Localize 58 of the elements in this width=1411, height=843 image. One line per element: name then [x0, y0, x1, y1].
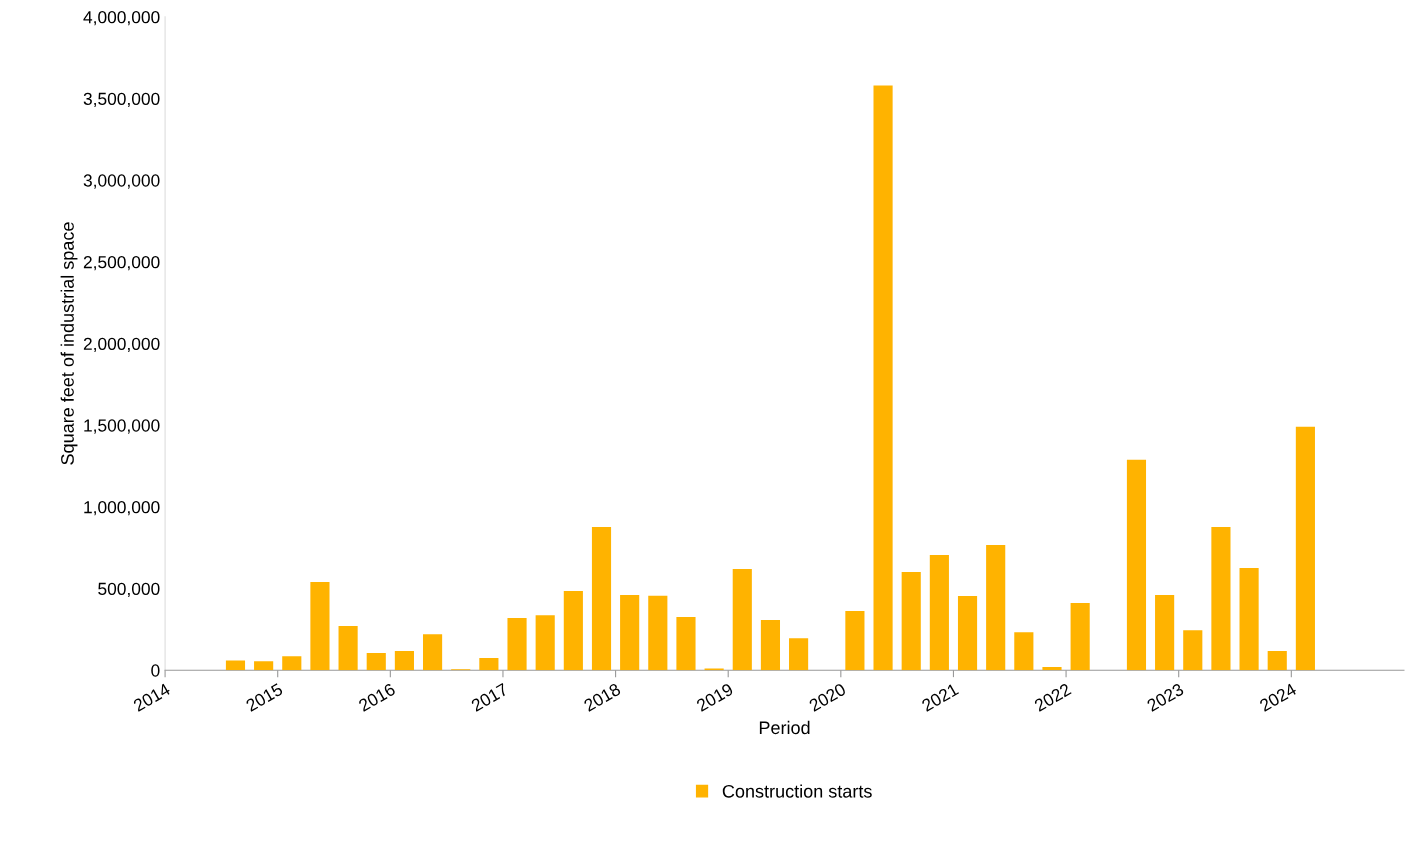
x-tick-label: 2019 — [695, 682, 734, 712]
x-tick-label: 2023 — [1146, 682, 1185, 712]
bar — [422, 634, 443, 671]
bar — [1042, 666, 1062, 671]
x-tick-label: 2017 — [470, 682, 509, 712]
bar — [789, 638, 809, 671]
bar — [986, 544, 1006, 671]
bar — [1267, 651, 1287, 671]
y-tick-label: 0 — [151, 664, 160, 677]
bar — [1239, 567, 1259, 671]
y-tick-label: 500,000 — [98, 582, 160, 598]
bar — [1126, 459, 1147, 671]
x-axis-title: Period — [759, 720, 810, 735]
x-tick-label: 2014 — [132, 682, 172, 712]
bar — [366, 653, 386, 671]
y-tick-label: 1,500,000 — [84, 419, 160, 434]
bar — [929, 555, 949, 671]
bar — [732, 568, 752, 671]
bar — [1155, 595, 1175, 671]
bar — [535, 615, 555, 671]
y-tick-label: 2,500,000 — [83, 256, 160, 271]
bar — [282, 656, 302, 671]
bar — [648, 595, 668, 671]
bar — [507, 617, 527, 671]
x-tick-label: 2024 — [1258, 682, 1298, 712]
bar — [873, 85, 893, 671]
bar — [1211, 526, 1231, 671]
bar — [254, 661, 274, 671]
bar — [1183, 630, 1203, 671]
x-tick-label: 2020 — [808, 682, 847, 712]
y-axis-title: Square feet of industrial space — [60, 222, 78, 465]
bar — [563, 590, 583, 671]
bar — [845, 611, 865, 671]
bar — [591, 526, 612, 671]
bar — [394, 651, 414, 671]
bar — [1070, 603, 1090, 671]
bar — [338, 626, 358, 671]
x-tick-label: 2021 — [920, 682, 960, 712]
bar — [620, 595, 640, 671]
bar — [957, 596, 978, 671]
bar — [901, 572, 921, 671]
bar — [1295, 426, 1315, 671]
x-tick-label: 2022 — [1033, 682, 1072, 712]
bar — [760, 620, 781, 671]
y-tick-label: 2,000,000 — [83, 337, 160, 353]
y-tick-label: 4,000,000 — [83, 11, 160, 26]
x-tick-label: 2018 — [583, 682, 622, 712]
y-tick-label: 3,500,000 — [83, 92, 160, 108]
bar — [225, 660, 246, 671]
bar — [676, 617, 696, 671]
bar — [1014, 632, 1034, 671]
legend-label: Construction starts — [722, 784, 872, 798]
bar — [479, 657, 499, 671]
bar — [310, 581, 330, 671]
x-tick-label: 2015 — [245, 682, 284, 712]
y-tick-label: 1,000,000 — [84, 501, 160, 516]
y-tick-label: 3,000,000 — [83, 174, 160, 189]
x-tick-label: 2016 — [357, 682, 397, 712]
